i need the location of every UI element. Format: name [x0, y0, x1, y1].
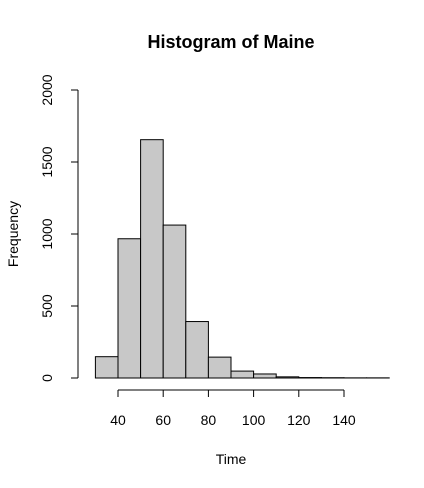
- y-axis: 0 500 1000 1500 2000: [39, 74, 79, 382]
- histogram-bar: [140, 139, 164, 379]
- histogram-bar: [207, 356, 232, 379]
- x-tick-label: 100: [242, 412, 266, 428]
- histogram-bar: [94, 356, 119, 379]
- y-tick-label: 2000: [39, 74, 55, 105]
- x-tick-label: 40: [110, 412, 126, 428]
- x-tick-label: 140: [332, 412, 356, 428]
- x-axis: 40 60 80 100 120 140: [110, 389, 356, 428]
- histogram-bar: [117, 238, 142, 379]
- histogram-bar: [275, 376, 300, 379]
- y-tick-label: 0: [39, 374, 55, 382]
- x-axis-label: Time: [216, 451, 247, 467]
- bars-group: [94, 139, 390, 379]
- histogram-bar: [185, 321, 209, 379]
- x-tick-label: 120: [287, 412, 311, 428]
- histogram-bar: [253, 373, 277, 379]
- chart-title: Histogram of Maine: [147, 32, 314, 52]
- y-tick-label: 500: [39, 294, 55, 318]
- y-tick-label: 1000: [39, 218, 55, 249]
- histogram-bar: [162, 224, 187, 379]
- y-tick-label: 1500: [39, 146, 55, 177]
- y-axis-label: Frequency: [5, 201, 21, 267]
- x-tick-label: 60: [155, 412, 171, 428]
- x-tick-label: 80: [201, 412, 217, 428]
- histogram-bar: [230, 370, 255, 379]
